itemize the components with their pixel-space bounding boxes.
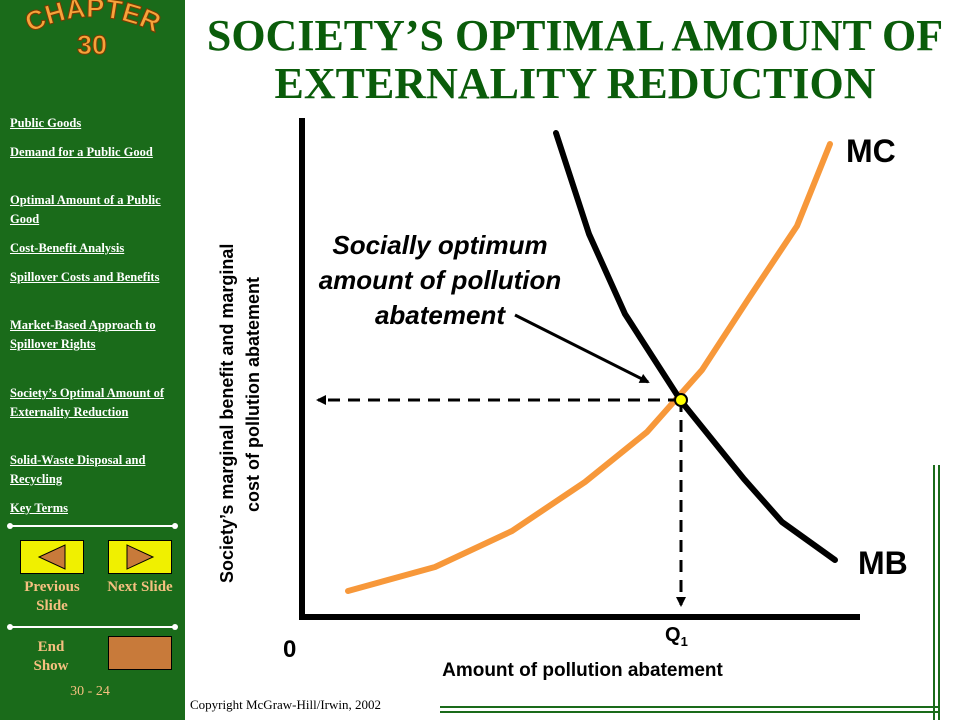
slide-title: SOCIETY’S OPTIMAL AMOUNT OF EXTERNALITY … [206,11,944,108]
q1-subscript: 1 [680,634,688,649]
end-show-button[interactable] [108,636,172,670]
divider-dot [7,523,13,529]
mb-curve [553,130,838,563]
divider-top [10,525,175,527]
y-axis-label-line2: cost of pollution abatement [243,276,263,512]
mb-label: MB [858,545,908,581]
nav-link-solid-waste[interactable]: Solid-Waste Disposal and Recycling [10,453,146,486]
nav-link-demand-public-good[interactable]: Demand for a Public Good [10,145,153,159]
end-show-label: End Show [33,639,69,674]
frame-line-horizontal [440,706,940,708]
next-slide-button[interactable] [108,540,172,574]
frame-line-horizontal [440,711,940,713]
sidebar: CHAPTER 30 Public Goods Demand for a Pub… [0,0,185,720]
mc-curve [345,141,833,594]
chapter-logo-number: 30 [77,30,107,60]
nav-link-market-based[interactable]: Market-Based Approach to Spillover Right… [10,318,156,351]
triangle-right-icon [126,544,155,570]
triangle-left-icon [37,544,66,570]
annotation-text: Socially optimum amount of pollution aba… [318,230,562,330]
x-axis-label: Amount of pollution abatement [442,660,723,681]
chart [299,118,860,620]
divider-bottom [10,626,175,628]
copyright: Copyright McGraw-Hill/Irwin, 2002 [190,697,382,712]
nav-link-societys-optimal[interactable]: Society’s Optimal Amount of Externality … [10,386,165,419]
divider-dot [172,624,178,630]
nav-link-cost-benefit[interactable]: Cost-Benefit Analysis [10,241,125,255]
next-slide-label: Next Slide [107,579,173,595]
q1-text: Q [665,624,681,646]
divider-dot [172,523,178,529]
divider-dot [7,624,13,630]
previous-slide-button[interactable] [20,540,84,574]
slide-number: 30 - 24 [70,684,110,699]
frame-line-vertical [938,465,940,720]
previous-slide-label: Previous Slide [24,579,80,614]
origin-label: 0 [283,636,297,663]
y-axis-label-line1: Society’s marginal benefit and marginal [217,243,237,583]
chapter-logo: CHAPTER 30 [20,0,166,61]
annotation-arrow [514,313,650,384]
equilibrium-point [674,393,688,407]
nav-link-spillover[interactable]: Spillover Costs and Benefits [10,270,160,284]
q1-label: Q1 [665,624,688,649]
mc-label: MC [846,133,896,169]
chapter-logo-word: CHAPTER [21,0,166,38]
nav-link-optimal-amount[interactable]: Optimal Amount of a Public Good [10,193,161,226]
frame-line-vertical [933,465,935,720]
nav-link-public-goods[interactable]: Public Goods [10,116,82,130]
nav-link-key-terms[interactable]: Key Terms [10,501,68,515]
